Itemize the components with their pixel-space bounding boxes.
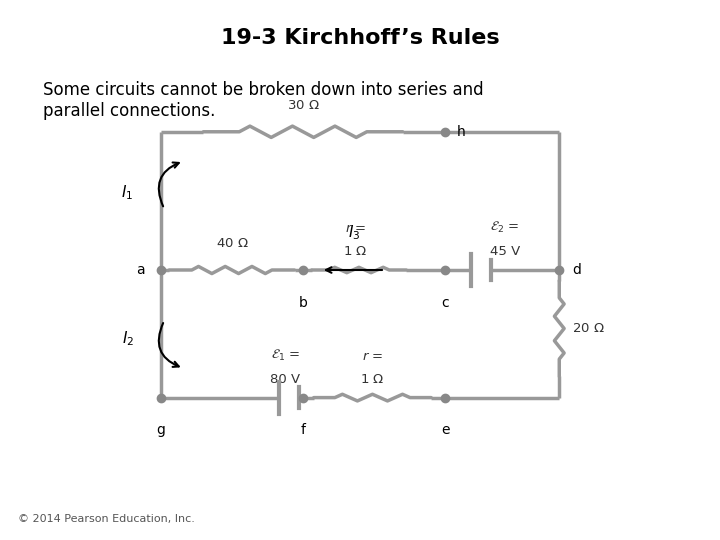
Text: Some circuits cannot be broken down into series and
parallel connections.: Some circuits cannot be broken down into… (43, 81, 484, 120)
Text: h: h (456, 125, 466, 139)
Text: $r$ =: $r$ = (345, 222, 366, 235)
Text: 19-3 Kirchhoff’s Rules: 19-3 Kirchhoff’s Rules (221, 28, 499, 48)
Text: 1 $\Omega$: 1 $\Omega$ (360, 373, 384, 386)
Text: $I_3$: $I_3$ (348, 224, 361, 242)
Text: 1 $\Omega$: 1 $\Omega$ (343, 245, 367, 258)
Text: 20 $\Omega$: 20 $\Omega$ (572, 322, 605, 335)
Text: c: c (441, 295, 449, 309)
Text: © 2014 Pearson Education, Inc.: © 2014 Pearson Education, Inc. (19, 514, 195, 524)
Text: 80 V: 80 V (270, 373, 300, 386)
Text: g: g (156, 423, 165, 437)
Text: e: e (441, 423, 450, 437)
Text: $I_1$: $I_1$ (122, 184, 134, 202)
Text: b: b (299, 295, 307, 309)
Text: d: d (572, 263, 581, 277)
Text: 30 $\Omega$: 30 $\Omega$ (287, 99, 320, 112)
Text: a: a (137, 263, 145, 277)
Text: 45 V: 45 V (490, 245, 520, 258)
Text: $\mathcal{E}_1$ =: $\mathcal{E}_1$ = (271, 348, 300, 363)
Text: f: f (300, 423, 305, 437)
Text: $r$ =: $r$ = (362, 350, 383, 363)
Text: $\mathcal{E}_2$ =: $\mathcal{E}_2$ = (490, 220, 519, 235)
Text: $I_2$: $I_2$ (122, 330, 134, 348)
Text: 40 $\Omega$: 40 $\Omega$ (215, 237, 248, 250)
